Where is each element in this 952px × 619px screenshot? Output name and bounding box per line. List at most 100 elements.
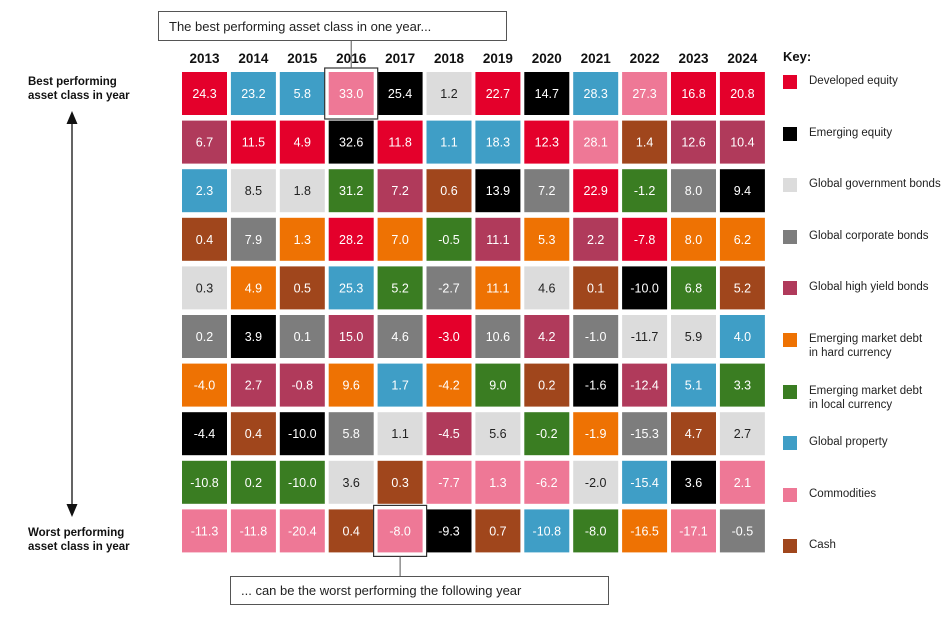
cell-2021-rank-10 <box>573 509 619 553</box>
key-item-hy: Global high yield bonds <box>783 280 951 310</box>
key-swatch-prop <box>783 436 797 451</box>
cell-2018-rank-9 <box>426 460 472 504</box>
cell-value-2014-rank-8: 0.4 <box>245 427 262 441</box>
cell-value-2017-rank-10: -8.0 <box>389 524 411 538</box>
cell-value-2015-rank-8: -10.0 <box>288 427 317 441</box>
cell-2024-rank-3 <box>719 169 765 213</box>
cell-2020-rank-9 <box>524 460 570 504</box>
cell-value-2020-rank-10: -10.8 <box>533 524 562 538</box>
cell-value-2019-rank-6: 10.6 <box>486 330 510 344</box>
cell-2022-rank-9 <box>622 460 668 504</box>
cell-value-2024-rank-6: 4.0 <box>734 330 751 344</box>
cell-2021-rank-9 <box>573 460 619 504</box>
cell-2013-rank-5 <box>182 266 227 310</box>
cell-2023-rank-9 <box>671 460 716 504</box>
cell-value-2014-rank-3: 8.5 <box>245 184 262 198</box>
cell-2018-rank-5 <box>426 266 472 310</box>
cell-2014-rank-2 <box>230 120 276 164</box>
cell-value-2024-rank-8: 2.7 <box>734 427 751 441</box>
cell-2015-rank-2 <box>279 120 325 164</box>
cell-value-2018-rank-7: -4.2 <box>438 379 460 393</box>
cell-value-2020-rank-4: 5.3 <box>538 233 555 247</box>
cell-value-2016-rank-8: 5.8 <box>343 427 360 441</box>
year-header-2013: 2013 <box>189 51 220 66</box>
key-title: Key: <box>783 49 812 64</box>
cell-value-2013-rank-2: 6.7 <box>196 136 213 150</box>
cell-2015-rank-10 <box>279 509 325 553</box>
cell-2013-rank-1 <box>182 72 227 115</box>
cell-2023-rank-8 <box>671 412 716 456</box>
key-label-dev: Developed equity <box>809 75 898 87</box>
cell-value-2021-rank-2: 28.1 <box>584 136 608 150</box>
cell-value-2013-rank-5: 0.3 <box>196 281 213 295</box>
best-performing-label: Best performing asset class in year <box>28 76 130 102</box>
cell-value-2023-rank-10: -17.1 <box>679 524 708 538</box>
cell-2023-rank-6 <box>671 315 716 358</box>
cell-2013-rank-6 <box>182 315 227 358</box>
cell-value-2021-rank-1: 28.3 <box>584 87 608 101</box>
cell-value-2023-rank-3: 8.0 <box>685 184 702 198</box>
cell-2017-rank-9 <box>377 460 423 504</box>
cell-value-2016-rank-2: 32.6 <box>339 136 363 150</box>
cell-2016-rank-1 <box>328 72 374 115</box>
cell-value-2022-rank-6: -11.7 <box>631 330 659 344</box>
year-header-2021: 2021 <box>581 51 612 66</box>
cell-value-2023-rank-5: 6.8 <box>685 281 702 295</box>
cell-value-2023-rank-9: 3.6 <box>685 476 702 490</box>
cell-2022-rank-8 <box>622 412 668 456</box>
cell-value-2017-rank-3: 7.2 <box>391 184 408 198</box>
key-label-emeq: Emerging equity <box>809 126 893 139</box>
cell-value-2017-rank-7: 1.7 <box>391 379 408 393</box>
year-header-2018: 2018 <box>434 51 465 66</box>
cell-2023-rank-7 <box>671 363 716 407</box>
cell-value-2020-rank-6: 4.2 <box>538 330 555 344</box>
cell-2016-rank-7 <box>328 363 374 407</box>
cell-value-2015-rank-2: 4.9 <box>294 136 311 150</box>
cell-2019-rank-8 <box>475 412 521 456</box>
cell-2019-rank-9 <box>475 460 521 504</box>
cell-2021-rank-6 <box>573 315 619 358</box>
key-swatch-emlocal <box>783 384 797 399</box>
cell-value-2013-rank-4: 0.4 <box>196 233 213 247</box>
cell-value-2014-rank-1: 23.2 <box>241 87 265 101</box>
cell-value-2020-rank-5: 4.6 <box>538 281 555 295</box>
cell-value-2021-rank-5: 0.1 <box>587 281 604 295</box>
cell-2017-rank-5 <box>377 266 423 310</box>
cell-2020-rank-3 <box>524 169 570 213</box>
cell-value-2015-rank-1: 5.8 <box>294 87 311 101</box>
cell-value-2020-rank-3: 7.2 <box>538 184 555 198</box>
cell-value-2022-rank-2: 1.4 <box>636 136 653 150</box>
cell-value-2015-rank-10: -20.4 <box>288 524 317 538</box>
cell-2022-rank-10 <box>622 509 668 553</box>
cell-2014-rank-1 <box>230 72 276 115</box>
cell-2023-rank-10 <box>671 509 716 553</box>
cell-value-2024-rank-5: 5.2 <box>734 281 751 295</box>
cell-2020-rank-4 <box>524 217 570 261</box>
cell-2020-rank-1 <box>524 72 570 115</box>
cell-2021-rank-3 <box>573 169 619 213</box>
year-header-2017: 2017 <box>385 51 415 66</box>
cell-value-2018-rank-3: 0.6 <box>440 184 457 198</box>
cell-value-2024-rank-1: 20.8 <box>730 87 754 101</box>
cell-value-2019-rank-4: 11.1 <box>486 233 509 247</box>
cell-2016-rank-6 <box>328 315 374 358</box>
cell-value-2023-rank-6: 5.9 <box>685 330 702 344</box>
cell-value-2022-rank-10: -16.5 <box>630 524 659 538</box>
cell-value-2020-rank-8: -0.2 <box>536 427 558 441</box>
best-to-worst-arrow <box>66 111 78 517</box>
cell-value-2017-rank-9: 0.3 <box>391 476 408 490</box>
year-header-2023: 2023 <box>678 51 709 66</box>
cell-value-2017-rank-6: 4.6 <box>391 330 408 344</box>
key-swatch-gov <box>783 178 797 193</box>
cell-value-2013-rank-9: -10.8 <box>190 476 219 490</box>
callout-worst-performing: ... can be the worst performing the foll… <box>230 576 609 605</box>
cell-2014-rank-7 <box>230 363 276 407</box>
cell-2024-rank-5 <box>719 266 765 310</box>
cell-value-2014-rank-2: 11.5 <box>242 136 265 150</box>
cell-2018-rank-3 <box>426 169 472 213</box>
cell-value-2013-rank-10: -11.3 <box>191 524 219 538</box>
cell-2020-rank-2 <box>524 120 570 164</box>
cell-2015-rank-7 <box>279 363 325 407</box>
cell-value-2016-rank-5: 25.3 <box>339 281 363 295</box>
